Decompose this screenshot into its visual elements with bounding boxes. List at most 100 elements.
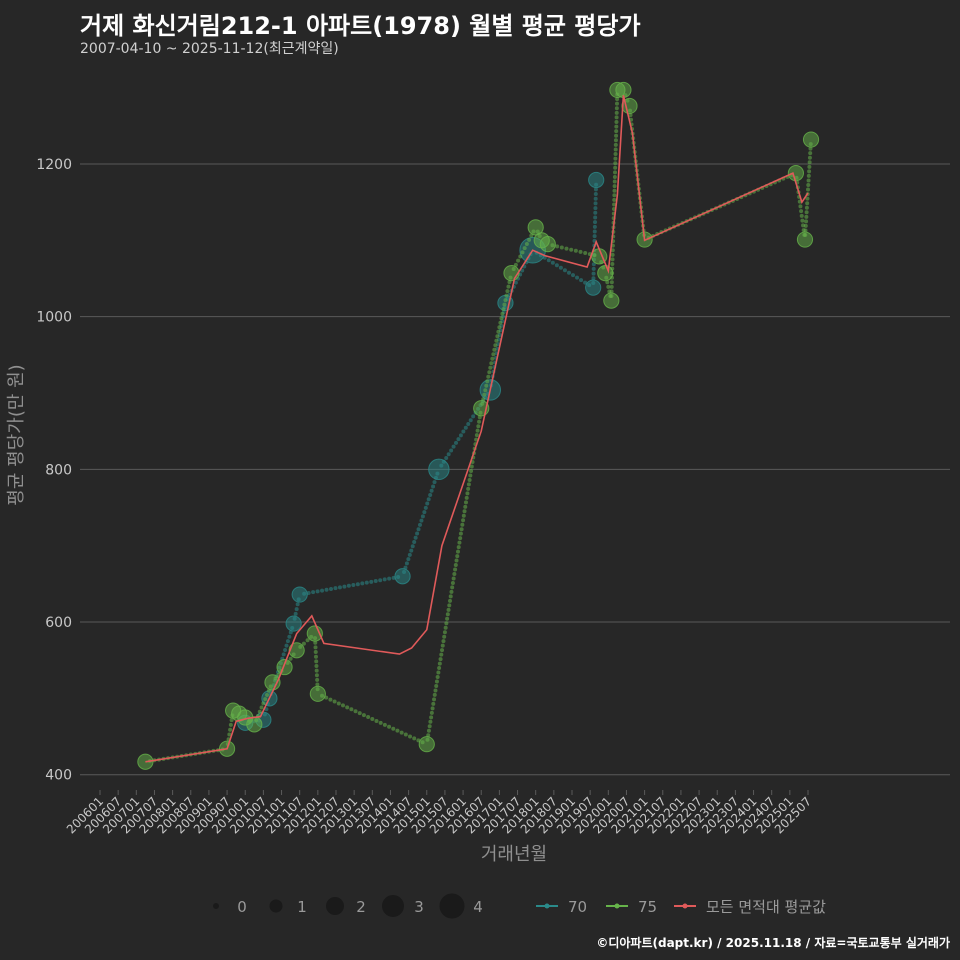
series-avg-line <box>145 95 809 763</box>
legend-size-marker-0 <box>213 903 219 909</box>
series-s75-trail-dot <box>497 325 502 330</box>
series-s75-trail-dot <box>489 361 494 366</box>
legend: 0 1 2 3 4 70 75 모든 면적대 평균값 <box>213 893 826 919</box>
series-s70-trail-dot <box>419 518 424 523</box>
series-s75-trail-dot <box>462 509 467 514</box>
series-s75-trail-dot <box>315 682 320 687</box>
series-s70-trail-dot <box>591 276 596 281</box>
series-s70-trail-dot <box>416 527 421 532</box>
series-s75-trail-dot <box>612 174 617 179</box>
series-s75-trail-dot <box>609 289 614 294</box>
series-s75-trail-dot <box>301 641 306 646</box>
legend-size-label-4: 4 <box>473 898 483 916</box>
series-s75-trail-dot <box>614 101 619 106</box>
series-s70-trail-dot <box>546 258 551 263</box>
series-s75-trail-dot <box>502 302 507 307</box>
series-s75-trail-dot <box>450 580 455 585</box>
series-s75-trail-dot <box>387 724 392 729</box>
series-s70-trail-dot <box>458 433 463 438</box>
series-s70-trail-dot <box>429 488 434 493</box>
series-s75-trail-dot <box>466 482 471 487</box>
series-s75-trail-dot <box>391 726 396 731</box>
series-s75-trail-dot <box>345 705 350 710</box>
series-s70-trail-dot <box>378 578 383 583</box>
series-s75-trail-dot <box>313 650 318 655</box>
series-s75-trail-dot <box>496 329 501 334</box>
series-s70-trail-dot <box>583 280 588 285</box>
series-s70-trail-dot <box>422 510 427 515</box>
series-s75-trail-dot <box>484 383 489 388</box>
series-s70-trail-dot <box>571 273 576 278</box>
series-s75-trail-dot <box>609 284 614 289</box>
y-tick-800: 800 <box>45 462 72 478</box>
series-s75-trail-dot <box>803 228 808 233</box>
series-s70-trail-dot <box>373 579 378 584</box>
series-s75-trail-dot <box>613 138 618 143</box>
legend-dot-2 <box>682 903 688 909</box>
series-s70-trail-dot <box>320 588 325 593</box>
series-s75-trail-dot <box>469 464 474 469</box>
series-s75-trail-dot <box>578 249 583 254</box>
series-s75-trail-dot <box>518 254 523 259</box>
series-s70-trail-dot <box>593 210 598 215</box>
series-s75-trail-dot <box>445 612 450 617</box>
series-s75-trail-dot <box>610 257 615 262</box>
series-s75-trail-dot <box>806 178 811 183</box>
series-s70-trail-dot <box>426 497 431 502</box>
series-s70-trail-dot <box>423 505 428 510</box>
series-s70-trail-dot <box>351 582 356 587</box>
series-s70-trail-dot <box>409 548 414 553</box>
series-s75-trail-dot <box>499 316 504 321</box>
series-s75-trail-dot <box>555 244 560 249</box>
series-s75-trail-dot <box>493 343 498 348</box>
series-s75-trail-dot <box>583 251 588 256</box>
series-s75-trail-dot <box>452 571 457 576</box>
series-s75-trail-dot <box>453 567 458 572</box>
series-s75-trail-dot <box>614 106 619 111</box>
series-s75-trail-dot <box>808 151 813 156</box>
series-s75-trail-dot <box>803 223 808 228</box>
series-s75-trail-dot <box>799 213 804 218</box>
series-s70-trail-dot <box>562 268 567 273</box>
series-s75-trail-dot <box>443 625 448 630</box>
y-tick-1000: 1000 <box>36 310 72 326</box>
series-s75-trail-dot <box>353 709 358 714</box>
series-s75-trail-dot <box>609 280 614 285</box>
series-s75-trail-dot <box>259 705 264 710</box>
series-s75-trail-dot <box>614 115 619 120</box>
series-s70-trail-dot <box>579 278 584 283</box>
series-s75-trail-dot <box>340 703 345 708</box>
series-s75-trail-dot <box>305 638 310 643</box>
series-s70-trail-dot <box>466 421 471 426</box>
legend-size-label-2: 2 <box>356 898 366 916</box>
legend-size-label-1: 1 <box>297 898 307 916</box>
series-s75-trail-dot <box>805 201 810 206</box>
legend-size-marker-4 <box>439 893 465 919</box>
series-s70-trail-dot <box>463 425 468 430</box>
series-s70-trail-dot <box>281 652 286 657</box>
series-s75-trail-dot <box>569 247 574 252</box>
y-tick-1200: 1200 <box>36 157 72 173</box>
series-s70-trail-dot <box>337 585 342 590</box>
series-s75-point-19 <box>603 292 620 309</box>
series-s75-trail-dot <box>313 640 318 645</box>
series-s70-trail-dot <box>355 582 360 587</box>
series-s75-trail-dot <box>349 707 354 712</box>
series-s75-trail-dot <box>313 654 318 659</box>
series-s75-trail-dot <box>613 170 618 175</box>
series-s75-trail-dot <box>458 531 463 536</box>
series-s75-trail-dot <box>564 246 569 251</box>
series-s75-trail-dot <box>451 576 456 581</box>
series-s75-point-16 <box>539 236 556 253</box>
series-s75-trail-dot <box>806 183 811 188</box>
series-s75-trail-dot <box>465 491 470 496</box>
series-s70-trail-dot <box>413 535 418 540</box>
series-s75-trail-dot <box>613 161 618 166</box>
series-s75-trail-dot <box>427 724 432 729</box>
series-s75-trail-dot <box>263 697 268 702</box>
series-s75-trail-dot <box>464 495 469 500</box>
series-s75-point-18 <box>597 265 614 282</box>
series-s75-trail-dot <box>378 720 383 725</box>
series-s75-point-0 <box>137 753 154 770</box>
series-s75-trail-dot <box>614 129 619 134</box>
